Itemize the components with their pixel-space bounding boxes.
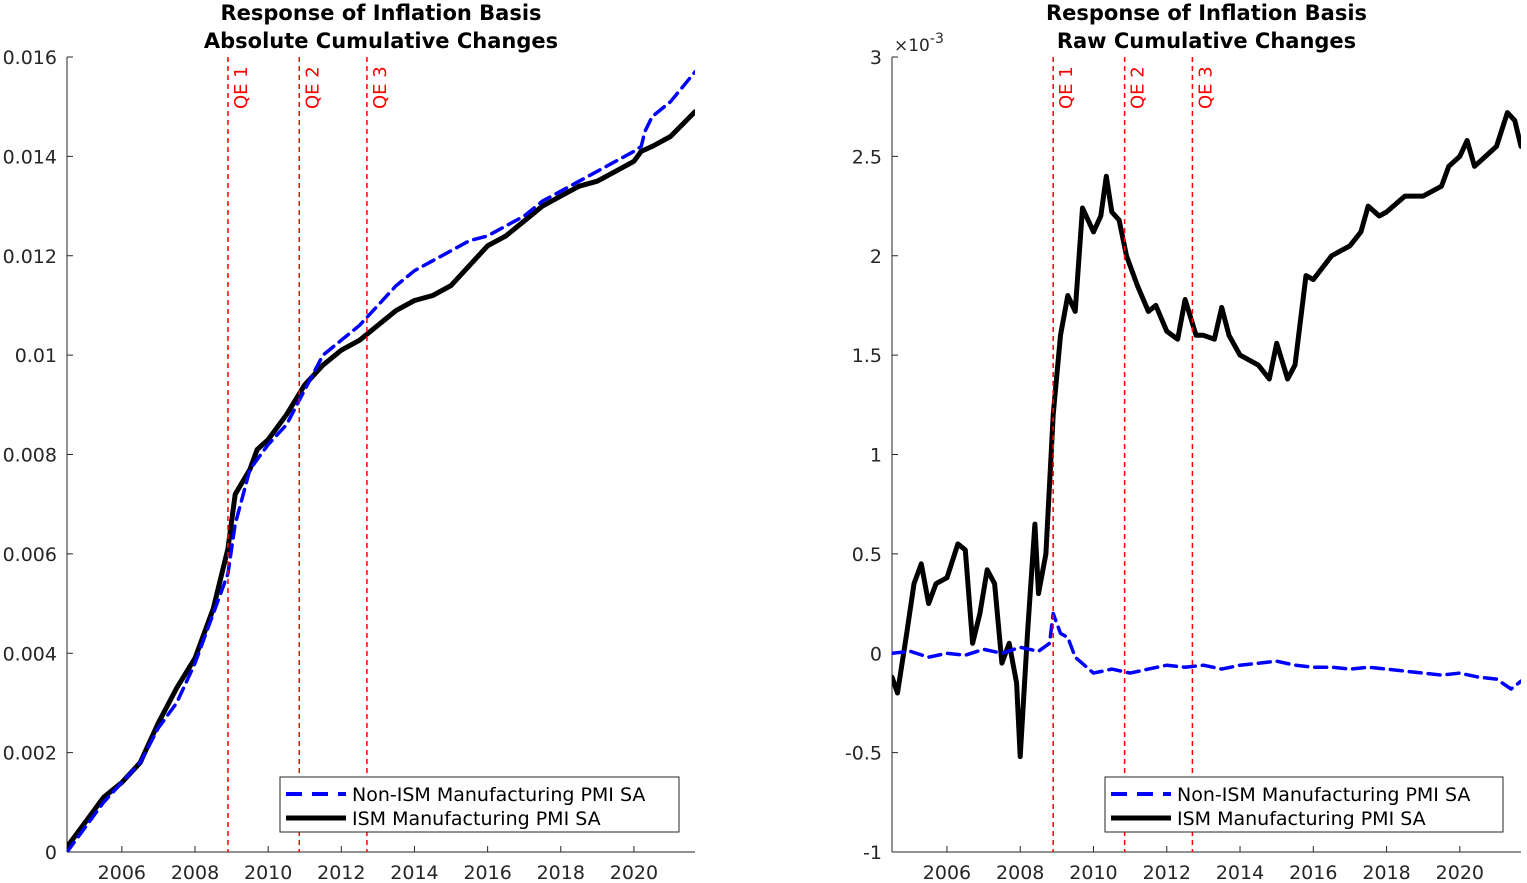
y-tick-label: 0.006 xyxy=(3,544,57,566)
chart-absolute-cumulative: Response of Inflation Basis Absolute Cumu… xyxy=(3,1,695,883)
qe-label-2: QE 2 xyxy=(1128,66,1149,109)
x-tick-label: 2010 xyxy=(1069,862,1117,883)
x-tick-label: 2018 xyxy=(1362,862,1410,883)
legend-box xyxy=(279,776,680,833)
y-tick-label: 0.016 xyxy=(3,47,57,69)
y-tick-label: 0 xyxy=(45,842,57,864)
series-line-ism xyxy=(892,110,1521,760)
y-tick-label: 0.012 xyxy=(3,246,57,268)
qe-label-3: QE 3 xyxy=(1195,66,1216,109)
y-tick-label: 0.004 xyxy=(3,643,57,665)
x-tick-label: 2012 xyxy=(1143,862,1191,883)
qe-label-2: QE 2 xyxy=(302,66,323,109)
chart-title-line-1: Response of Inflation Basis xyxy=(220,1,541,25)
x-tick-label: 2014 xyxy=(1216,862,1264,883)
qe-label-3: QE 3 xyxy=(370,66,391,109)
legend-label-1: Non-ISM Manufacturing PMI SA xyxy=(352,784,645,806)
x-tick-label: 2018 xyxy=(537,862,585,883)
y-axis-exponent-power: -3 xyxy=(930,31,944,47)
legend-label-2: ISM Manufacturing PMI SA xyxy=(1177,808,1426,830)
x-tick-label: 2006 xyxy=(923,862,971,883)
chart-title-line-1: Response of Inflation Basis xyxy=(1046,1,1367,25)
qe-label-1: QE 1 xyxy=(231,66,252,109)
qe-label-1: QE 1 xyxy=(1056,66,1077,109)
x-tick-label: 2020 xyxy=(610,862,658,883)
y-tick-label: 1 xyxy=(870,445,882,467)
y-tick-label: -0.5 xyxy=(845,743,882,765)
chart-title-line-2: Absolute Cumulative Changes xyxy=(204,29,558,53)
x-tick-label: 2010 xyxy=(244,862,292,883)
x-tick-label: 2020 xyxy=(1436,862,1484,883)
y-tick-label: 1.5 xyxy=(852,345,882,367)
y-tick-label: 2 xyxy=(870,246,882,268)
y-tick-label: 0 xyxy=(870,643,882,665)
y-tick-label: 0.01 xyxy=(15,345,57,367)
series-line-non-ism xyxy=(67,70,695,852)
series-line-non-ism xyxy=(892,611,1521,691)
plot-area xyxy=(67,70,695,852)
plot-area xyxy=(892,110,1521,760)
y-tick-label: 0.014 xyxy=(3,146,57,168)
x-tick-label: 2006 xyxy=(98,862,146,883)
y-tick-label: -1 xyxy=(863,842,882,864)
x-tick-label: 2016 xyxy=(1289,862,1337,883)
y-tick-label: 3 xyxy=(870,47,882,69)
series-line-ism xyxy=(67,109,695,850)
y-tick-label: 2.5 xyxy=(852,146,882,168)
chart-title-line-2: Raw Cumulative Changes xyxy=(1057,29,1356,53)
x-tick-label: 2014 xyxy=(390,862,438,883)
x-tick-label: 2008 xyxy=(996,862,1044,883)
y-axis-exponent: ×10-3 xyxy=(894,31,944,56)
y-tick-label: 0.008 xyxy=(3,445,57,467)
x-tick-label: 2012 xyxy=(317,862,365,883)
x-tick-label: 2016 xyxy=(463,862,511,883)
legend-label-1: Non-ISM Manufacturing PMI SA xyxy=(1177,784,1470,806)
y-tick-label: 0.5 xyxy=(852,544,882,566)
chart-raw-cumulative: Response of Inflation Basis Raw Cumulativ… xyxy=(845,1,1521,883)
legend-label-2: ISM Manufacturing PMI SA xyxy=(352,808,601,830)
y-tick-label: 0.002 xyxy=(3,743,57,765)
legend-box xyxy=(1104,776,1504,833)
x-tick-label: 2008 xyxy=(171,862,219,883)
